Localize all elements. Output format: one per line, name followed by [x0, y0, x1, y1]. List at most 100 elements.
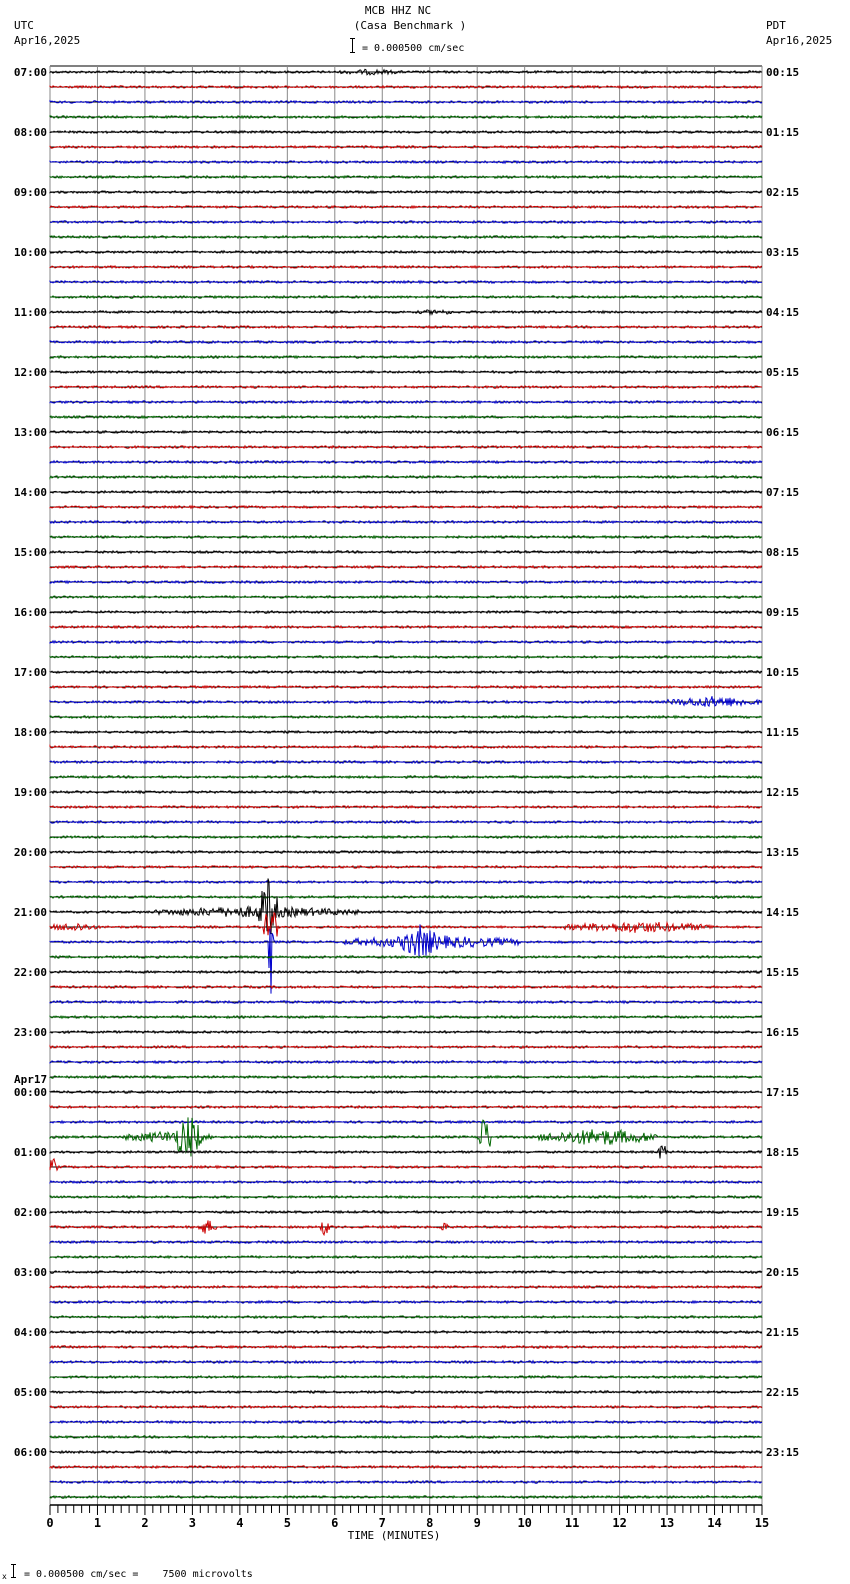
trace — [49, 249, 763, 255]
trace — [49, 309, 763, 317]
pdt-hour-label: 09:15 — [766, 606, 799, 619]
trace — [49, 1329, 763, 1335]
trace — [49, 129, 763, 135]
pdt-hour-label: 07:15 — [766, 486, 799, 499]
trace — [49, 1374, 763, 1380]
x-tick-label: 11 — [565, 1516, 579, 1530]
utc-hour-label: 11:00 — [14, 306, 47, 319]
x-tick-label: 9 — [474, 1516, 481, 1530]
trace — [49, 744, 763, 750]
trace — [49, 1314, 763, 1320]
utc-hour-label: 17:00 — [14, 666, 47, 679]
x-tick-label: 7 — [379, 1516, 386, 1530]
trace — [49, 609, 763, 615]
utc-hour-label: 00:00 — [14, 1086, 47, 1099]
trace — [49, 759, 762, 765]
trace — [49, 1464, 763, 1470]
left-timezone: UTC — [14, 19, 34, 32]
pdt-hour-label: 11:15 — [766, 726, 799, 739]
utc-hour-label: 01:00 — [14, 1146, 47, 1159]
utc-hour-label: 22:00 — [14, 966, 47, 979]
trace — [49, 1104, 763, 1110]
pdt-hour-label: 04:15 — [766, 306, 799, 319]
utc-hour-label: 09:00 — [14, 186, 47, 199]
trace — [49, 834, 763, 840]
trace — [49, 1494, 763, 1500]
trace — [49, 1220, 763, 1237]
trace — [49, 789, 763, 795]
utc-hour-label: 04:00 — [14, 1326, 47, 1339]
utc-hour-label: 08:00 — [14, 126, 47, 139]
trace — [49, 684, 763, 690]
utc-hour-label: 19:00 — [14, 786, 47, 799]
trace — [49, 68, 763, 76]
trace — [49, 339, 763, 345]
utc-hour-label: 21:00 — [14, 906, 47, 919]
trace — [49, 1014, 763, 1020]
trace — [49, 1089, 763, 1095]
trace — [49, 564, 763, 570]
left-date: Apr16,2025 — [14, 34, 81, 47]
trace — [49, 879, 763, 885]
trace — [49, 159, 763, 165]
x-tick-label: 8 — [426, 1516, 433, 1530]
trace — [49, 264, 763, 270]
trace — [49, 1119, 763, 1125]
trace — [49, 1145, 763, 1159]
x-tick-label: 3 — [189, 1516, 196, 1530]
trace — [49, 279, 763, 285]
trace — [49, 1157, 763, 1172]
trace — [49, 84, 763, 90]
trace — [49, 696, 763, 708]
trace — [49, 999, 763, 1005]
x-tick-label: 13 — [660, 1516, 674, 1530]
pdt-hour-label: 10:15 — [766, 666, 799, 679]
utc-hour-label: 06:00 — [14, 1446, 47, 1459]
utc-hour-label: 14:00 — [14, 486, 47, 499]
footer-scale-bar-icon — [11, 1564, 19, 1578]
trace — [49, 234, 763, 240]
trace — [49, 1299, 763, 1305]
trace — [49, 354, 763, 360]
utc-hour-label: 15:00 — [14, 546, 47, 559]
trace — [49, 1284, 763, 1290]
trace — [49, 819, 763, 825]
trace — [49, 864, 763, 870]
pdt-hour-label: 15:15 — [766, 966, 799, 979]
date-change-label: Apr17 — [14, 1073, 47, 1086]
trace — [49, 1044, 763, 1050]
utc-hour-label: 18:00 — [14, 726, 47, 739]
trace — [49, 474, 763, 480]
trace — [49, 774, 763, 780]
trace — [49, 414, 763, 420]
amplitude-scale-bar-icon — [350, 38, 358, 53]
trace — [49, 369, 763, 375]
trace — [49, 1269, 763, 1275]
pdt-hour-label: 21:15 — [766, 1326, 799, 1339]
trace — [49, 1359, 763, 1365]
right-timezone: PDT — [766, 19, 786, 32]
pdt-hour-label: 05:15 — [766, 366, 799, 379]
x-tick-label: 5 — [284, 1516, 291, 1530]
pdt-hour-label: 23:15 — [766, 1446, 799, 1459]
pdt-hour-label: 13:15 — [766, 846, 799, 859]
trace — [49, 504, 763, 510]
trace — [49, 579, 763, 585]
trace — [49, 894, 763, 900]
trace — [49, 1404, 763, 1410]
trace — [49, 624, 763, 630]
trace — [49, 1239, 763, 1245]
x-tick-label: 15 — [755, 1516, 769, 1530]
utc-hour-label: 03:00 — [14, 1266, 47, 1279]
utc-hour-label: 07:00 — [14, 66, 47, 79]
x-axis-title: TIME (MINUTES) — [348, 1529, 441, 1542]
trace — [49, 489, 763, 495]
x-tick-label: 0 — [46, 1516, 53, 1530]
trace — [49, 1209, 763, 1215]
trace — [49, 924, 763, 994]
x-tick-label: 2 — [141, 1516, 148, 1530]
utc-hour-label: 02:00 — [14, 1206, 47, 1219]
trace — [49, 1419, 762, 1425]
utc-hour-label: 23:00 — [14, 1026, 47, 1039]
